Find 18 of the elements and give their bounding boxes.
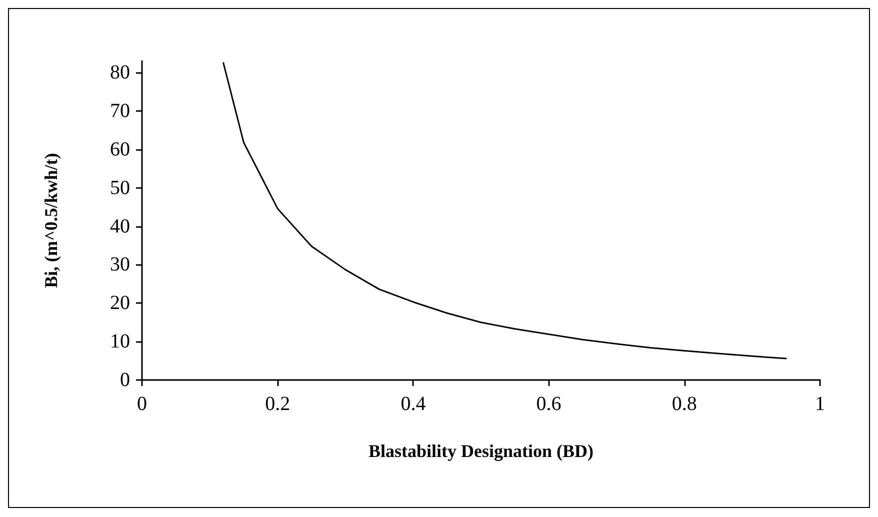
x-axis-title: Blastability Designation (BD) [368, 441, 594, 461]
x-tick-label: 0.4 [400, 393, 426, 415]
x-tick-label: 0.2 [265, 393, 290, 415]
y-tick-label: 30 [110, 254, 130, 276]
y-tick-label: 10 [110, 330, 130, 353]
y-tick-label: 80 [110, 62, 130, 84]
x-tick-label: 1 [815, 393, 825, 415]
y-tick-label: 40 [110, 215, 130, 238]
y-tick-label: 50 [110, 176, 130, 199]
y-axis-title: Bi, (m^0.5/kwh/t) [41, 153, 61, 288]
y-tick-label: 20 [110, 292, 130, 314]
x-tick-label: 0.6 [536, 393, 562, 415]
y-tick-label: 60 [110, 138, 130, 160]
x-tick-label: 0.8 [672, 393, 697, 415]
y-tick-label: 70 [110, 100, 130, 122]
x-tick-label: 0 [137, 393, 147, 415]
line-series [222, 62, 787, 360]
y-tick-label: 0 [120, 369, 130, 391]
